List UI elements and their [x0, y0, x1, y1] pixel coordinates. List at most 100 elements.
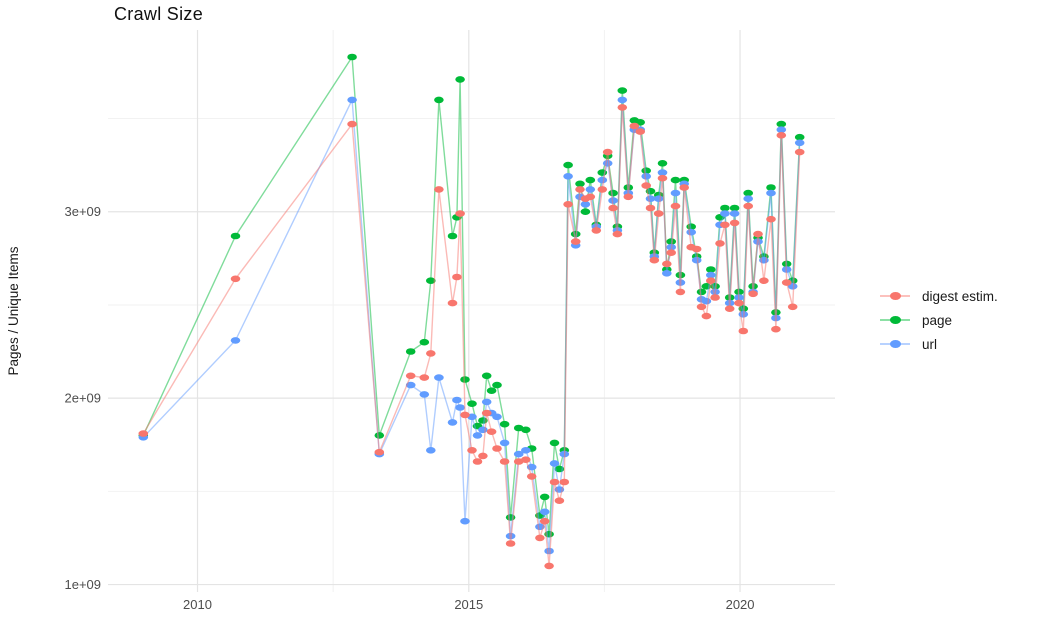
data-point-digestestim: [759, 277, 769, 285]
data-point-page: [486, 387, 497, 395]
y-axis-tick-label: 3e+09: [64, 204, 101, 219]
data-point-digestestim: [478, 452, 488, 460]
data-point-digestestim: [724, 305, 735, 313]
data-point-page: [460, 376, 470, 383]
data-point-url: [455, 404, 465, 411]
legend-label-digestestim: digest estim.: [922, 288, 998, 304]
legend-key-digestestim-icon: [880, 290, 910, 302]
data-point-digestestim: [347, 120, 357, 128]
data-point-page: [492, 381, 502, 389]
data-point-page: [549, 439, 560, 447]
data-point-page: [499, 420, 510, 428]
series-line-url: [142, 97, 801, 552]
data-point-digestestim: [455, 210, 465, 217]
legend-item-url: url: [880, 332, 998, 356]
data-point-digestestim: [602, 148, 613, 156]
data-point-page: [575, 180, 585, 188]
data-point-url: [641, 173, 651, 180]
data-point-url: [419, 391, 430, 398]
data-point-url: [645, 195, 656, 202]
data-point-digestestim: [426, 350, 436, 357]
data-point-digestestim: [794, 148, 805, 156]
data-point-url: [608, 197, 618, 204]
data-point-digestestim: [570, 238, 581, 245]
data-point-page: [580, 208, 591, 215]
data-point-page: [347, 53, 357, 61]
data-point-page: [447, 232, 458, 240]
data-point-digestestim: [405, 372, 416, 380]
data-point-url: [691, 256, 702, 264]
data-point-page: [230, 232, 241, 240]
data-point-page: [455, 76, 465, 83]
data-point-digestestim: [696, 303, 707, 311]
data-point-digestestim: [670, 202, 681, 210]
data-point-url: [670, 189, 681, 197]
x-axis-tick-label: 2015: [454, 597, 483, 612]
data-point-digestestim: [535, 534, 545, 542]
data-point-page: [720, 204, 730, 212]
data-point-url: [585, 186, 596, 193]
data-point-digestestim: [499, 458, 510, 465]
data-point-url: [347, 96, 357, 104]
data-point-url: [499, 439, 510, 447]
x-axis-tick-label: 2020: [726, 597, 755, 612]
data-point-url: [513, 450, 524, 458]
data-point-url: [492, 413, 502, 421]
data-point-digestestim: [447, 299, 458, 307]
data-point-digestestim: [612, 230, 623, 238]
data-point-digestestim: [653, 210, 664, 217]
data-point-digestestim: [720, 221, 730, 229]
data-point-digestestim: [766, 215, 776, 223]
data-point-page: [696, 288, 707, 296]
data-point-url: [426, 447, 436, 454]
data-point-digestestim: [554, 497, 565, 505]
data-point-url: [766, 189, 776, 197]
data-point-url: [544, 547, 554, 555]
data-point-url: [563, 173, 573, 180]
data-point-url: [662, 270, 672, 277]
data-point-digestestim: [138, 430, 149, 437]
data-point-url: [653, 195, 664, 202]
data-point-digestestim: [753, 230, 763, 238]
data-point-url: [729, 210, 740, 217]
data-point-url: [460, 517, 470, 525]
data-point-digestestim: [629, 122, 640, 130]
data-point-digestestim: [492, 445, 502, 452]
data-point-digestestim: [472, 458, 483, 465]
data-point-digestestim: [526, 473, 537, 480]
data-point-url: [452, 396, 462, 404]
data-point-page: [585, 176, 596, 184]
y-axis-title: Pages / Unique Items: [6, 246, 21, 375]
x-axis-tick-label: 2010: [183, 597, 212, 612]
data-point-digestestim: [559, 478, 570, 486]
data-point-digestestim: [771, 325, 781, 333]
data-point-digestestim: [649, 256, 660, 264]
data-point-digestestim: [563, 201, 573, 208]
data-point-url: [776, 126, 787, 133]
data-point-digestestim: [521, 456, 531, 464]
data-point-digestestim: [505, 540, 516, 547]
data-point-page: [426, 277, 436, 285]
data-point-digestestim: [585, 193, 596, 201]
data-point-page: [706, 266, 716, 273]
data-point-page: [405, 348, 416, 355]
data-point-page: [563, 161, 573, 169]
data-point-url: [617, 96, 628, 104]
data-point-digestestim: [549, 478, 560, 486]
data-point-digestestim: [539, 517, 550, 525]
data-point-page: [617, 87, 628, 94]
data-point-page: [481, 372, 492, 380]
data-point-url: [230, 337, 241, 344]
y-axis-tick-label: 1e+09: [64, 577, 101, 592]
legend-item-page: page: [880, 308, 998, 332]
data-point-url: [701, 297, 712, 305]
legend-dot-icon: [890, 340, 901, 348]
data-point-page: [608, 189, 618, 197]
data-point-digestestim: [434, 186, 444, 193]
data-point-page: [374, 432, 385, 439]
data-point-url: [706, 271, 716, 279]
data-point-digestestim: [781, 279, 792, 286]
data-point-digestestim: [374, 448, 385, 456]
